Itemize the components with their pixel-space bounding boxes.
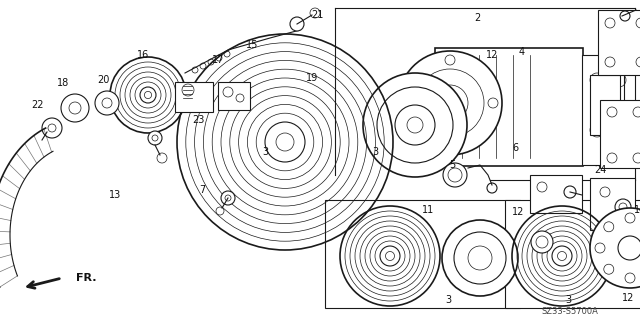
Circle shape <box>42 118 62 138</box>
Text: 3: 3 <box>565 295 571 305</box>
Bar <box>582 55 624 165</box>
Bar <box>590 75 620 135</box>
Bar <box>218 82 250 110</box>
Circle shape <box>148 131 162 145</box>
Text: 2: 2 <box>474 13 480 23</box>
Text: 16: 16 <box>137 50 149 60</box>
Text: 11: 11 <box>422 205 434 215</box>
Bar <box>600 100 640 168</box>
Circle shape <box>398 51 502 155</box>
Text: 3: 3 <box>372 147 378 157</box>
Text: 15: 15 <box>246 40 258 50</box>
Text: 12: 12 <box>512 207 524 217</box>
Text: FR.: FR. <box>76 273 97 283</box>
Text: 24: 24 <box>594 165 606 175</box>
Text: 4: 4 <box>519 47 525 57</box>
Text: 3: 3 <box>445 295 451 305</box>
Circle shape <box>531 231 553 253</box>
Text: 3: 3 <box>262 147 268 157</box>
Bar <box>175 82 213 112</box>
Text: 13: 13 <box>109 190 121 200</box>
Text: 18: 18 <box>57 78 69 88</box>
Circle shape <box>290 17 304 31</box>
Text: 6: 6 <box>512 143 518 153</box>
Text: 14: 14 <box>634 205 640 215</box>
Text: 7: 7 <box>199 185 205 195</box>
Text: 5: 5 <box>449 160 455 170</box>
Text: 12: 12 <box>622 293 634 303</box>
Text: 17: 17 <box>212 55 224 65</box>
Text: 23: 23 <box>192 115 204 125</box>
Bar <box>435 48 583 166</box>
Text: 21: 21 <box>311 10 323 20</box>
Circle shape <box>449 231 471 253</box>
Circle shape <box>590 208 640 288</box>
Bar <box>325 200 520 308</box>
Bar <box>530 175 582 213</box>
Polygon shape <box>590 178 635 230</box>
Circle shape <box>221 191 235 205</box>
Circle shape <box>363 73 467 177</box>
Circle shape <box>95 91 119 115</box>
Circle shape <box>442 220 518 296</box>
Text: 20: 20 <box>97 75 109 85</box>
Text: 12: 12 <box>486 50 498 60</box>
Bar <box>598 10 640 75</box>
Text: 22: 22 <box>32 100 44 110</box>
Circle shape <box>61 94 89 122</box>
Text: SZ33-S5700A: SZ33-S5700A <box>541 308 598 316</box>
Circle shape <box>443 163 467 187</box>
Bar <box>505 200 640 308</box>
Text: 19: 19 <box>306 73 318 83</box>
